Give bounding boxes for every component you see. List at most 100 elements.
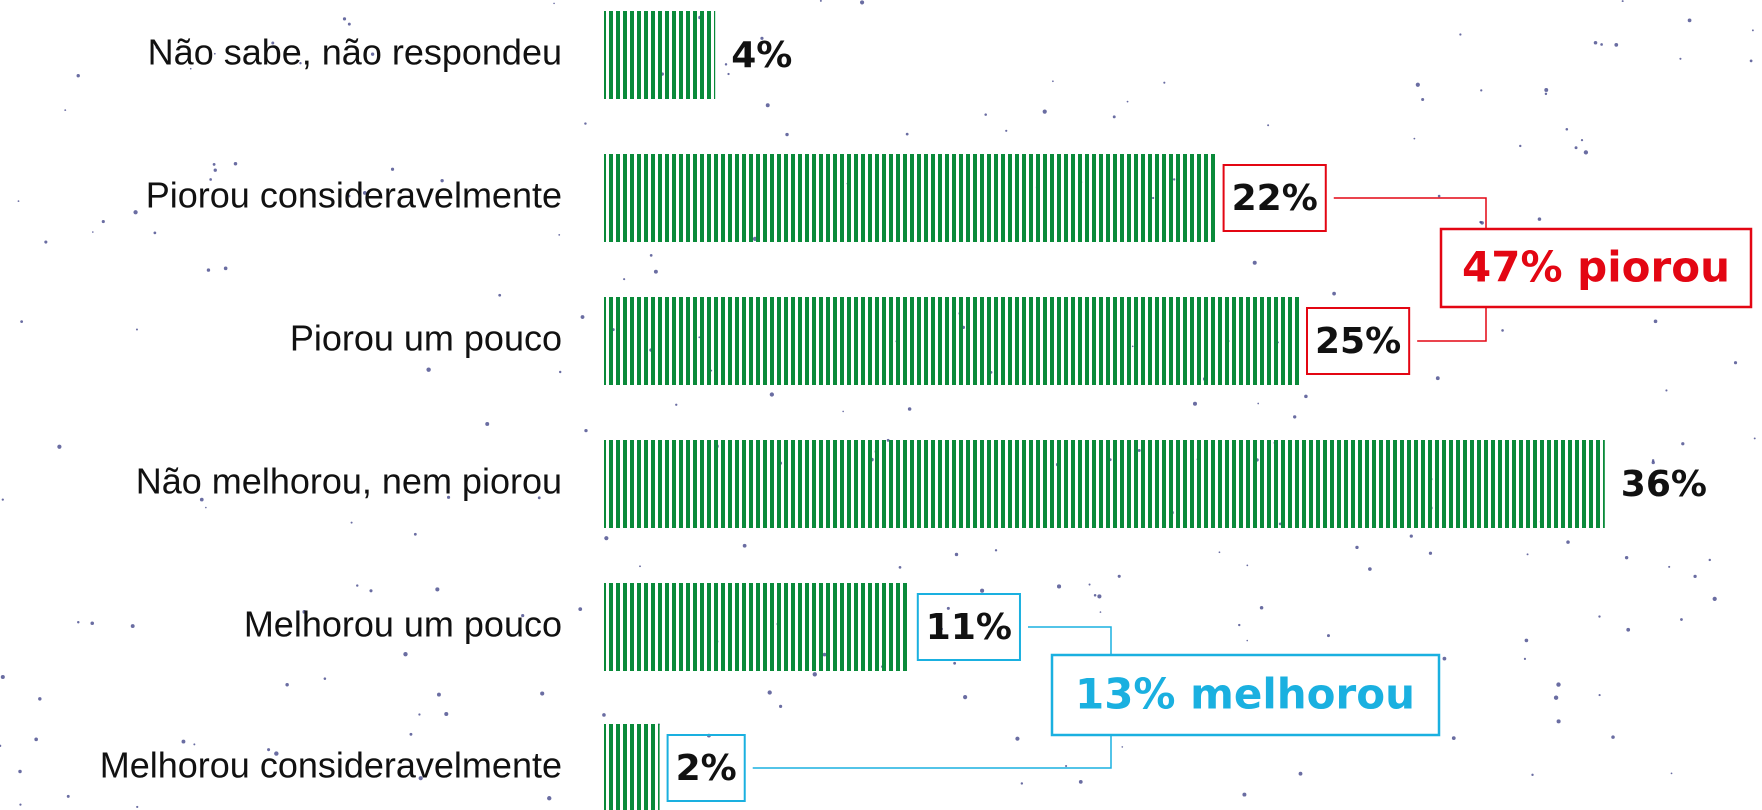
speckle: [1117, 574, 1121, 578]
speckle: [1687, 18, 1692, 23]
speckle: [485, 421, 490, 426]
speckle: [323, 677, 327, 680]
speckle: [727, 72, 730, 76]
speckle: [584, 428, 588, 433]
speckle: [1753, 437, 1756, 440]
speckle: [20, 320, 24, 323]
speckle: [1126, 100, 1129, 103]
speckle: [34, 737, 38, 742]
speckle: [271, 41, 275, 45]
bar: [604, 583, 910, 671]
speckle: [1459, 33, 1462, 36]
speckle: [1421, 97, 1425, 102]
bar: [604, 724, 660, 810]
speckle: [1733, 361, 1738, 365]
speckle: [954, 552, 959, 557]
speckle: [907, 407, 912, 411]
speckle: [675, 403, 678, 406]
speckle: [1544, 88, 1549, 92]
speckle: [765, 103, 770, 108]
speckle: [578, 607, 583, 612]
speckle: [1624, 555, 1629, 560]
speckle: [946, 606, 950, 610]
speckle: [1531, 773, 1534, 777]
speckle: [267, 748, 271, 752]
speckle: [1751, 29, 1754, 32]
bar: [604, 440, 1605, 528]
speckle: [1519, 144, 1522, 148]
speckle: [623, 278, 626, 281]
speckle: [769, 392, 775, 397]
speckle: [1112, 115, 1116, 119]
speckle: [1566, 540, 1570, 544]
speckle: [742, 543, 747, 548]
speckle: [898, 565, 902, 569]
annotation: 47% piorou: [1462, 243, 1730, 292]
speckle: [189, 67, 192, 70]
speckle: [1097, 594, 1102, 599]
bar: [604, 154, 1216, 242]
speckle: [436, 692, 441, 697]
speckle: [1368, 567, 1372, 571]
speckle: [409, 732, 413, 736]
speckle: [580, 315, 585, 319]
speckle: [1593, 40, 1598, 45]
speckle: [193, 743, 196, 746]
speckle: [1078, 779, 1083, 784]
speckle: [760, 36, 764, 40]
speckle: [356, 584, 359, 587]
speckle: [77, 620, 80, 624]
speckle: [1437, 194, 1441, 198]
speckle: [1614, 43, 1619, 47]
speckle: [1409, 534, 1413, 538]
speckle: [342, 17, 347, 21]
speckle: [653, 269, 658, 274]
speckle: [767, 690, 772, 695]
speckle: [440, 178, 444, 183]
speckle: [1480, 89, 1483, 92]
speckle: [91, 231, 94, 233]
speckle: [17, 200, 20, 203]
speckle: [785, 132, 789, 137]
value-label: 36%: [1621, 464, 1707, 505]
speckle: [44, 240, 48, 244]
speckle: [1523, 657, 1527, 660]
speckle: [1712, 596, 1717, 602]
speckle: [0, 744, 2, 748]
speckle: [1556, 682, 1561, 687]
speckle: [435, 587, 440, 592]
speckle: [905, 132, 909, 136]
speckle: [1052, 80, 1054, 83]
speckle: [537, 496, 541, 500]
speckle: [1252, 260, 1257, 265]
speckle: [1298, 771, 1303, 776]
speckle: [812, 672, 817, 677]
speckle: [649, 254, 653, 257]
speckle: [274, 751, 279, 756]
speckle: [602, 713, 606, 717]
speckle: [963, 695, 968, 700]
speckle: [1598, 694, 1601, 697]
speckle: [209, 178, 212, 181]
speckle: [859, 0, 865, 5]
value-label: 2%: [676, 748, 737, 789]
speckle: [498, 293, 502, 297]
speckle: [347, 22, 351, 26]
speckle: [1238, 623, 1241, 627]
speckle: [521, 613, 525, 618]
speckle: [1435, 376, 1440, 381]
speckle: [390, 167, 395, 171]
speckle: [90, 621, 95, 626]
speckle: [584, 122, 587, 125]
speckle: [1574, 146, 1578, 150]
annotation-box: [1439, 227, 1753, 309]
value-label: 25%: [1315, 321, 1401, 362]
speckle: [1526, 553, 1529, 556]
speckle: [370, 52, 375, 56]
speckle: [1668, 565, 1671, 568]
speckle: [233, 162, 238, 166]
speckle: [1259, 605, 1264, 610]
speckle: [1121, 746, 1124, 748]
annotation-box: [1050, 653, 1441, 737]
